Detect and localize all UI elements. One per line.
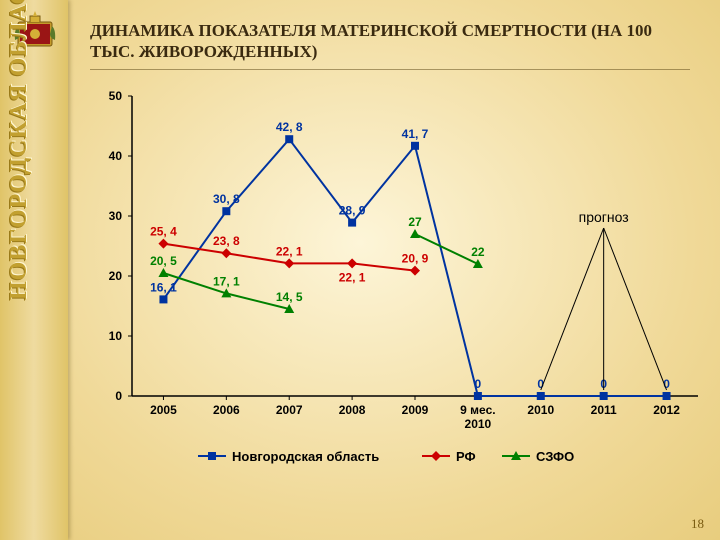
svg-text:41, 7: 41, 7 (402, 127, 429, 141)
svg-text:20, 5: 20, 5 (150, 254, 177, 268)
svg-text:прогноз: прогноз (579, 209, 629, 225)
svg-text:16, 1: 16, 1 (150, 280, 177, 294)
svg-text:22, 1: 22, 1 (339, 270, 366, 284)
region-vertical-label: НОВГОРОДСКАЯ ОБЛАСТЬ (6, 0, 33, 300)
svg-text:2005: 2005 (150, 403, 177, 417)
svg-text:2010: 2010 (527, 403, 554, 417)
svg-text:23, 8: 23, 8 (213, 234, 240, 248)
svg-text:СЗФО: СЗФО (536, 449, 574, 464)
svg-text:20, 9: 20, 9 (402, 252, 429, 266)
svg-text:14, 5: 14, 5 (276, 290, 303, 304)
svg-text:2010: 2010 (465, 417, 492, 431)
svg-text:0: 0 (475, 377, 482, 391)
svg-text:2006: 2006 (213, 403, 240, 417)
svg-text:17, 1: 17, 1 (213, 274, 240, 288)
svg-text:10: 10 (109, 329, 123, 343)
svg-text:22: 22 (471, 245, 485, 259)
page-number: 18 (691, 516, 704, 532)
svg-text:50: 50 (109, 89, 123, 103)
svg-text:30, 8: 30, 8 (213, 192, 240, 206)
svg-text:20: 20 (109, 269, 123, 283)
svg-text:28, 9: 28, 9 (339, 204, 366, 218)
svg-text:2012: 2012 (653, 403, 680, 417)
svg-text:22, 1: 22, 1 (276, 244, 303, 258)
svg-text:9 мес.: 9 мес. (460, 403, 495, 417)
svg-text:40: 40 (109, 149, 123, 163)
maternal-mortality-chart: 01020304050200520062007200820099 мес.201… (78, 80, 708, 480)
svg-text:РФ: РФ (456, 449, 476, 464)
svg-text:2009: 2009 (402, 403, 429, 417)
svg-text:0: 0 (115, 389, 122, 403)
svg-text:2008: 2008 (339, 403, 366, 417)
chart-title: ДИНАМИКА ПОКАЗАТЕЛЯ МАТЕРИНСКОЙ СМЕРТНОС… (90, 20, 690, 70)
svg-text:2007: 2007 (276, 403, 303, 417)
svg-text:27: 27 (408, 215, 422, 229)
svg-text:2011: 2011 (591, 403, 617, 417)
svg-text:30: 30 (109, 209, 123, 223)
svg-text:42, 8: 42, 8 (276, 120, 303, 134)
svg-text:Новгородская область: Новгородская область (232, 449, 379, 464)
svg-text:25, 4: 25, 4 (150, 225, 177, 239)
